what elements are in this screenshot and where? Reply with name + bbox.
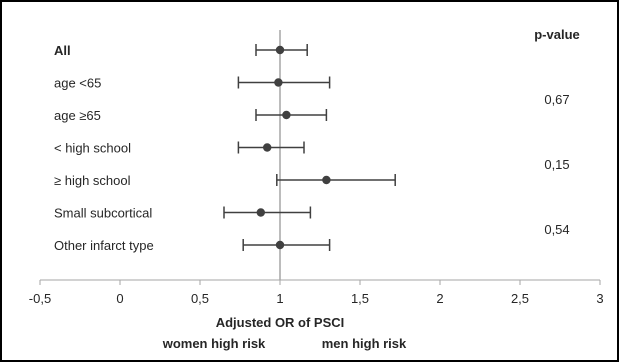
- x-tick-label: 3: [596, 291, 603, 306]
- point-estimate: [256, 208, 265, 217]
- x-tick-label: 0: [116, 291, 123, 306]
- row-label: age <65: [54, 76, 101, 91]
- x-axis-title: Adjusted OR of PSCI: [216, 315, 345, 330]
- x-tick-label: 1: [276, 291, 283, 306]
- pvalue-label: 0,54: [544, 222, 569, 237]
- x-axis-ticks: -0,5 0 0,5 1 1,5 2 2,5 3: [29, 280, 604, 306]
- point-estimate: [274, 78, 283, 87]
- point-estimate: [282, 110, 291, 120]
- x-tick-label: -0,5: [29, 291, 51, 306]
- point-estimate: [322, 175, 331, 185]
- x-tick-label: 0,5: [191, 291, 209, 306]
- pvalue-column: 0,67 0,15 0,54: [544, 92, 569, 237]
- forest-rows: All age <65 age ≥65 < high school ≥ high sch…: [54, 43, 396, 253]
- pvalue-header: p-value: [534, 27, 580, 42]
- men-high-risk-annotation: men high risk: [322, 336, 407, 351]
- row-label: Other infarct type: [54, 238, 154, 253]
- row-label: All: [54, 43, 71, 58]
- point-estimate: [275, 45, 285, 55]
- pvalue-label: 0,15: [544, 157, 569, 172]
- point-estimate: [275, 240, 285, 250]
- row-label: Small subcortical: [54, 206, 152, 221]
- pvalue-label: 0,67: [544, 92, 569, 107]
- x-tick-label: 2: [436, 291, 443, 306]
- x-tick-label: 1,5: [351, 291, 369, 306]
- point-estimate: [263, 143, 272, 152]
- row-label: < high school: [54, 141, 131, 156]
- x-tick-label: 2,5: [511, 291, 529, 306]
- row-label: age ≥65: [54, 108, 101, 123]
- row-label: ≥ high school: [54, 173, 131, 188]
- women-high-risk-annotation: women high risk: [162, 336, 266, 351]
